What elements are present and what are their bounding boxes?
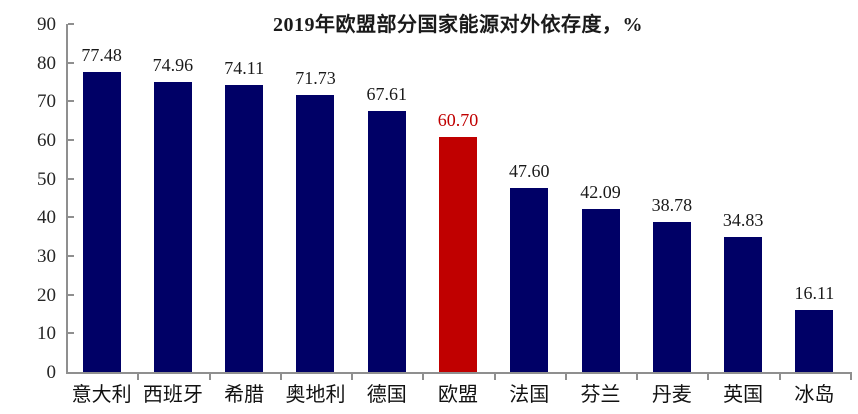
bar [153, 82, 192, 372]
bar-value-label: 74.11 [224, 58, 265, 79]
y-tick-label: 0 [46, 362, 57, 383]
x-category-label: 希腊 [224, 384, 265, 406]
x-category-label: 英国 [723, 384, 764, 406]
bar-value-label: 38.78 [651, 195, 693, 216]
bar-value-label: 74.96 [152, 55, 194, 76]
bar [795, 309, 834, 372]
y-tick-label: 80 [37, 52, 56, 74]
y-tick-mark [68, 100, 74, 103]
x-category-label: 奥地利 [285, 384, 346, 406]
x-category-label: 冰岛 [794, 384, 835, 406]
bar-value-label: 60.70 [437, 110, 479, 131]
bar-highlight [439, 137, 477, 372]
bar [296, 94, 335, 372]
x-tick-mark [707, 374, 710, 380]
x-tick-mark [137, 374, 140, 380]
x-tick-mark [351, 374, 354, 380]
x-tick-mark [778, 374, 781, 380]
bar [652, 222, 691, 372]
y-tick-mark [68, 216, 74, 219]
bar-value-label: 71.73 [295, 67, 336, 88]
x-category-label: 芬兰 [580, 384, 621, 406]
y-tick-label: 60 [37, 130, 56, 151]
x-tick-mark [636, 374, 639, 380]
x-axis-line [66, 372, 852, 374]
bar-value-label: 34.83 [722, 210, 764, 231]
y-tick-label: 10 [37, 323, 56, 345]
bar-value-label: 42.09 [580, 182, 621, 203]
bar [225, 85, 264, 372]
x-tick-mark [493, 374, 496, 380]
x-category-label: 德国 [366, 384, 407, 406]
y-tick-label: 50 [37, 168, 56, 190]
y-tick-mark [68, 61, 74, 64]
bar [581, 209, 620, 372]
y-tick-mark [68, 23, 74, 25]
bar [724, 237, 763, 372]
bar-value-label: 67.61 [366, 83, 407, 104]
chart-title: 2019年欧盟部分国家能源对外依存度，% [273, 14, 643, 36]
y-tick-mark [68, 255, 74, 257]
bar [367, 110, 406, 372]
x-tick-mark [564, 374, 567, 380]
y-tick-mark [68, 177, 74, 180]
y-tick-label: 40 [37, 207, 56, 229]
y-tick-label: 90 [37, 14, 56, 35]
x-category-label: 西班牙 [142, 384, 203, 406]
y-axis-line [66, 24, 68, 374]
x-tick-mark [208, 374, 211, 380]
bar [510, 187, 549, 372]
y-tick-label: 20 [37, 284, 56, 306]
y-tick-label: 70 [37, 91, 56, 113]
x-category-label: 法国 [509, 384, 550, 406]
y-tick-mark [68, 293, 74, 296]
x-category-label: 丹麦 [651, 384, 692, 406]
x-tick-mark [422, 374, 425, 380]
x-tick-mark [850, 374, 852, 380]
bar-value-label: 16.11 [794, 282, 835, 303]
x-tick-mark [279, 374, 282, 380]
y-tick-mark [68, 139, 74, 141]
bar [82, 72, 121, 372]
bar-value-label: 77.48 [81, 45, 122, 66]
y-tick-mark [68, 332, 74, 335]
x-category-label: 欧盟 [438, 384, 478, 406]
y-tick-label: 30 [37, 246, 56, 267]
bar-value-label: 47.60 [509, 160, 550, 181]
x-category-label: 意大利 [71, 384, 132, 406]
